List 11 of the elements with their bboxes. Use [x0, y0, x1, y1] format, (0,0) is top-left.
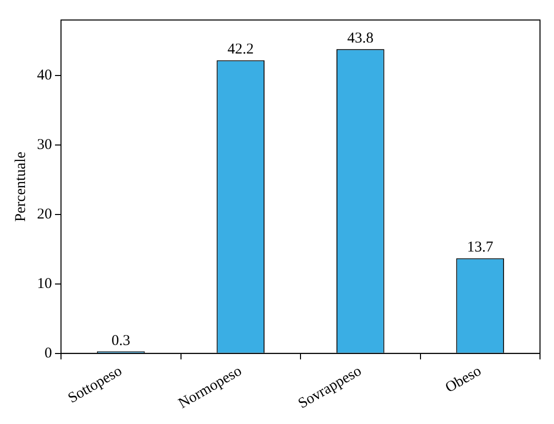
data-label: 0.3: [112, 332, 130, 349]
y-tick-label: 10: [37, 276, 52, 292]
y-tick-label: 0: [44, 345, 52, 362]
y-tick-label: 40: [37, 68, 52, 84]
y-axis-title: Percentuale: [12, 151, 29, 222]
y-tick-label: 30: [37, 136, 52, 153]
data-label: 43.8: [347, 30, 374, 47]
data-label: 13.7: [467, 240, 494, 256]
data-label: 42.2: [228, 42, 254, 58]
x-tick-label: Obeso: [442, 363, 484, 396]
y-tick-label: 20: [37, 206, 52, 222]
